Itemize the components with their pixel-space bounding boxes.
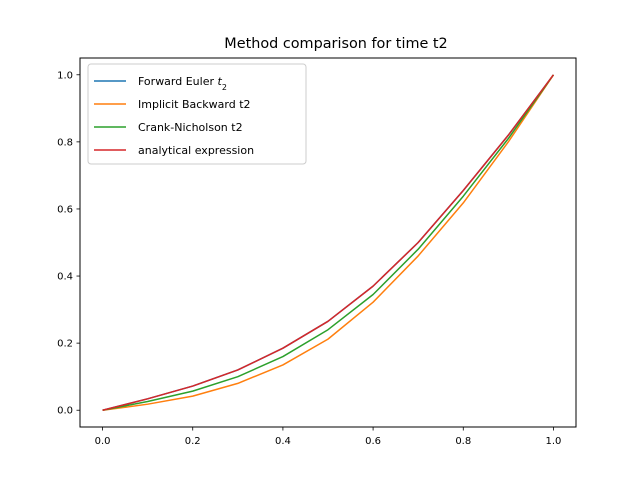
axes-frame [79,57,577,428]
series-line-4 [102,74,555,411]
y-tick-label: 0.4 [57,272,73,283]
y-tick-label: 0.0 [57,406,73,417]
y-tick-label: 0.8 [57,137,73,148]
legend-label-2: Implicit Backward t2 [138,98,251,111]
x-tick-label: 0.6 [365,436,381,447]
x-tick-label: 0.2 [185,436,201,447]
legend-label-3: Crank-Nicholson t2 [138,121,243,134]
x-tick-label: 0.8 [455,436,471,447]
plot-lines [102,74,555,411]
y-tick-label: 0.6 [57,204,73,215]
legend: Forward Euler t2 Implicit Backward t2 Cran… [87,63,307,165]
legend-label-4: analytical expression [138,144,254,157]
x-axis: 0.0 0.2 0.4 0.6 0.8 1.0 [95,427,562,447]
y-tick-label: 0.2 [57,339,73,350]
legend-label-1: Forward Euler t2 [138,75,227,92]
legend-frame [87,63,307,165]
series-line-3 [102,74,555,411]
y-tick-label: 1.0 [57,70,73,81]
y-axis: 0.0 0.2 0.4 0.6 0.8 1.0 [57,70,80,417]
series-line-2 [102,74,555,411]
x-tick-label: 1.0 [546,436,562,447]
x-tick-label: 0.4 [275,436,291,447]
chart-title: Method comparison for time t2 [224,36,447,52]
x-tick-label: 0.0 [95,436,111,447]
